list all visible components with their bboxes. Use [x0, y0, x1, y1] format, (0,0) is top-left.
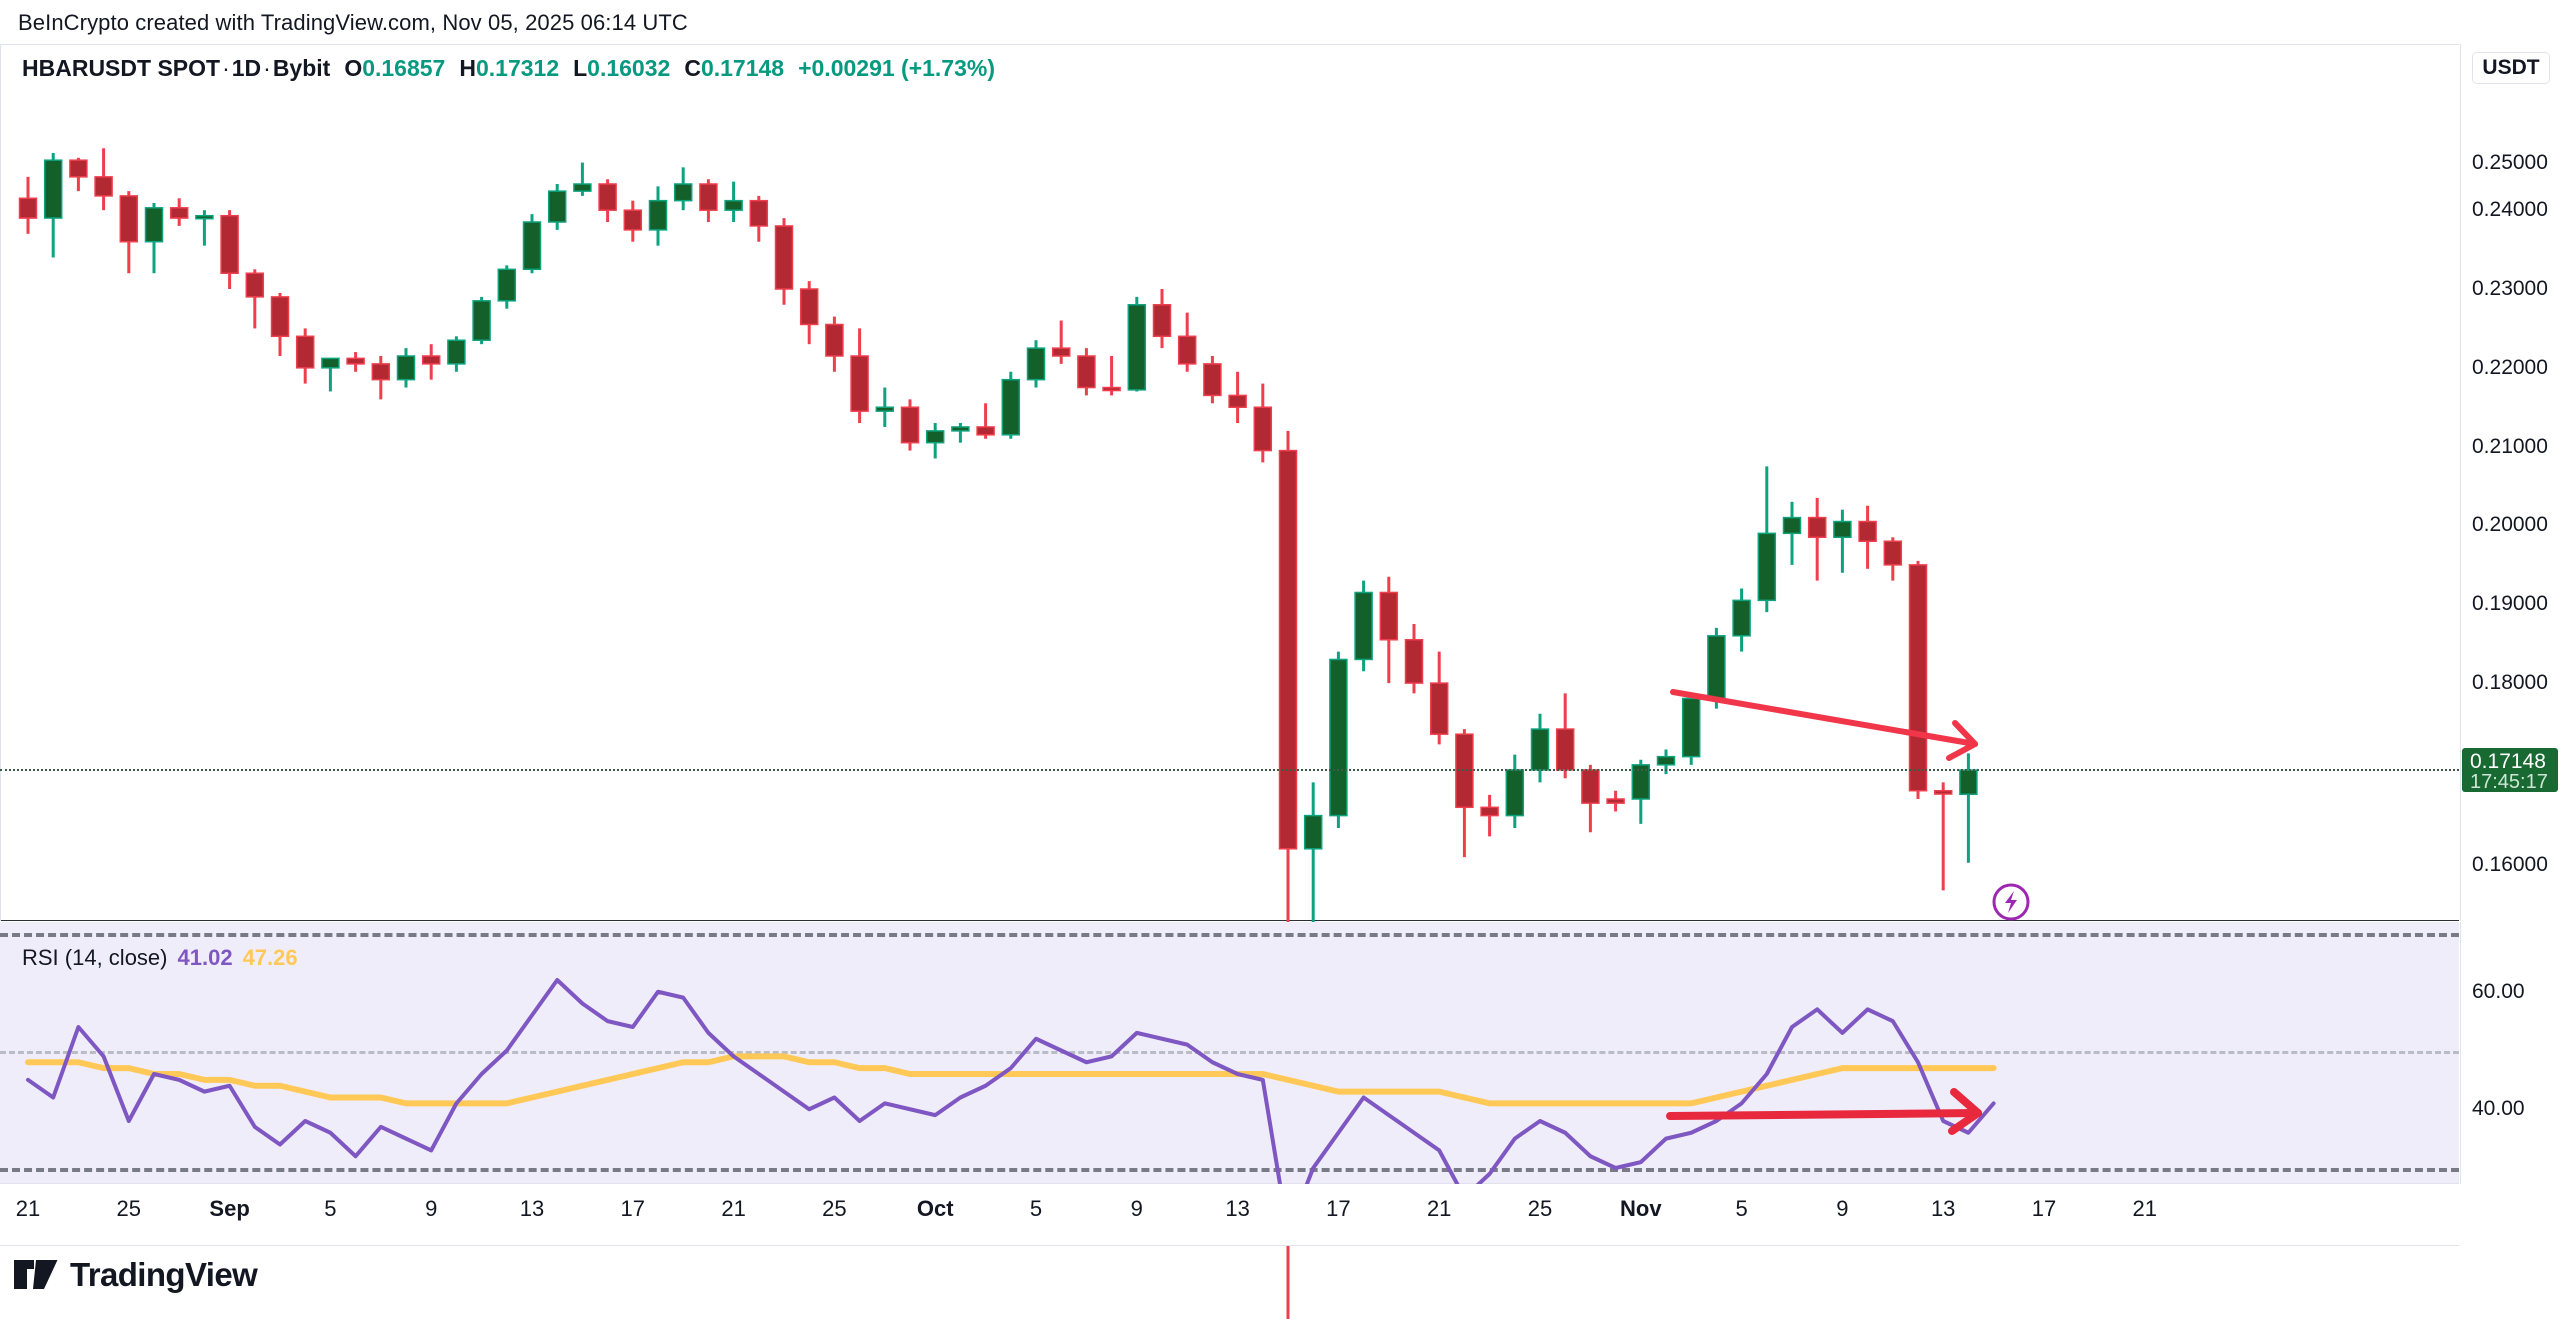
- legend-interval[interactable]: 1D: [231, 55, 262, 81]
- time-axis-tick: Nov: [1620, 1196, 1662, 1221]
- price-axis-tick: 0.24000: [2472, 198, 2548, 222]
- time-axis-tick: 5: [1029, 1196, 1043, 1221]
- time-axis-tick: 9: [1836, 1196, 1849, 1221]
- rsi-ma-value: 47.26: [242, 945, 298, 970]
- time-axis-tick: Oct: [916, 1196, 954, 1221]
- time-axis-tick: 17: [1326, 1196, 1351, 1221]
- time-axis-tick: 21: [1426, 1196, 1452, 1221]
- price-axis-tick: 0.21000: [2472, 434, 2548, 458]
- tradingview-wordmark: TradingView: [70, 1256, 258, 1293]
- price-pane: [0, 44, 2459, 921]
- time-axis-tick: 21: [15, 1196, 41, 1221]
- legend-change: +0.00291 (+1.73%): [798, 55, 996, 81]
- rsi-upper-bound-line: [0, 933, 2459, 937]
- legend-close-value: 0.17148: [700, 55, 785, 81]
- price-axis-unit: USDT: [2472, 52, 2550, 84]
- time-axis-tick: 17: [620, 1196, 646, 1221]
- tradingview-logo: TradingView: [14, 1256, 258, 1293]
- legend-low-value: 0.16032: [587, 55, 671, 81]
- tradingview-mark-icon: [14, 1259, 58, 1289]
- ohlc-legend: HBARUSDT SPOT·1D·Bybit O0.16857 H0.17312 L0…: [22, 55, 995, 82]
- price-axis-tick: 0.22000: [2472, 355, 2548, 379]
- pane-left-border: [0, 44, 1, 921]
- current-price-value: 0.17148: [2470, 750, 2546, 774]
- time-axis-tick: 25: [822, 1196, 847, 1221]
- legend-symbol[interactable]: HBARUSDT SPOT: [22, 55, 221, 81]
- price-axis-tick: 0.16000: [2472, 853, 2548, 877]
- time-axis-tick: 25: [116, 1196, 142, 1221]
- time-axis-tick: 25: [1527, 1196, 1553, 1221]
- legend-close-label: C: [684, 55, 701, 81]
- legend-high-value: 0.17312: [475, 55, 560, 81]
- legend-open-value: 0.16857: [362, 55, 446, 81]
- rsi-axis[interactable]: [2460, 922, 2560, 1184]
- credit-line: BeInCrypto created with TradingView.com,…: [18, 10, 688, 35]
- legend-sep-1: ·: [222, 55, 230, 81]
- time-axis-tick: Sep: [209, 1196, 250, 1221]
- price-axis-tick: 0.19000: [2472, 592, 2548, 616]
- legend-exchange[interactable]: Bybit: [272, 55, 331, 81]
- time-axis-tick: 21: [721, 1196, 746, 1221]
- rsi-legend: RSI (14, close) 41.02 47.26: [22, 945, 298, 971]
- time-axis-tick: 13: [1225, 1196, 1250, 1221]
- rsi-axis-tick: 60.00: [2472, 979, 2525, 1003]
- current-price-line: [0, 769, 2459, 772]
- time-axis-tick: 5: [1735, 1196, 1748, 1221]
- rsi-axis-tick: 40.00: [2472, 1097, 2525, 1121]
- rsi-title[interactable]: RSI (14, close): [22, 945, 168, 970]
- time-axis-tick: 13: [1930, 1196, 1956, 1221]
- rsi-value: 41.02: [177, 945, 233, 970]
- time-axis-tick: 13: [519, 1196, 545, 1221]
- rsi-lower-bound-line: [0, 1168, 2459, 1172]
- legend-sep-2: ·: [263, 55, 271, 81]
- bar-countdown: 17:45:17: [2470, 771, 2548, 794]
- price-axis-tick: 0.25000: [2472, 150, 2548, 174]
- price-axis-tick: 0.23000: [2472, 277, 2548, 300]
- time-axis-tick: 5: [324, 1196, 337, 1221]
- time-axis[interactable]: [0, 1184, 2459, 1246]
- legend-open-label: O: [344, 55, 363, 81]
- legend-high-label: H: [459, 55, 476, 81]
- current-price-tag: 0.17148 17:45:17: [2462, 748, 2558, 794]
- rsi-midline: [0, 1050, 2459, 1054]
- time-axis-tick: 9: [425, 1196, 438, 1221]
- time-axis-tick: 17: [2031, 1196, 2057, 1221]
- price-axis-tick: 0.20000: [2472, 513, 2548, 537]
- time-axis-tick: 9: [1130, 1196, 1143, 1221]
- time-axis-tick: 21: [2132, 1196, 2158, 1221]
- price-axis-tick: 0.18000: [2472, 671, 2548, 695]
- legend-low-label: L: [573, 55, 588, 81]
